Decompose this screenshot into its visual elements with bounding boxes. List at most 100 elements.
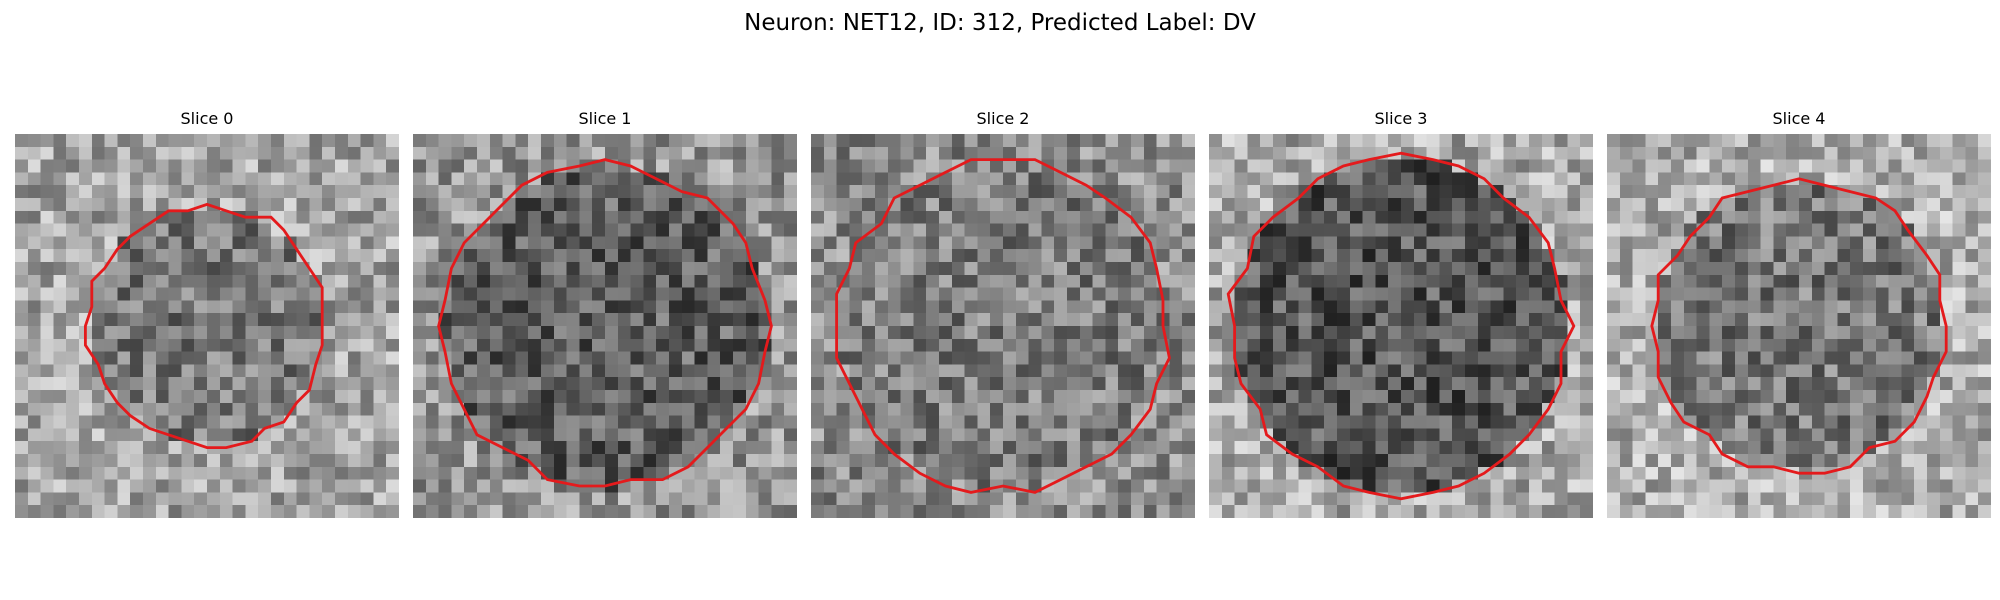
pixel [1619, 185, 1633, 199]
pixel [360, 454, 374, 468]
pixel [990, 364, 1004, 378]
pixel [1169, 390, 1183, 404]
pixel [1927, 274, 1941, 288]
pixel [1324, 492, 1338, 506]
pixel [1234, 159, 1248, 173]
pixel [541, 287, 555, 301]
pixel [733, 274, 747, 288]
pixel [1041, 223, 1055, 237]
pixel [143, 198, 157, 212]
pixel [1067, 390, 1081, 404]
pixel [1607, 338, 1621, 352]
pixel [1619, 364, 1633, 378]
pixel [1143, 479, 1157, 493]
pixel [836, 338, 850, 352]
pixel [1477, 364, 1491, 378]
pixel [130, 338, 144, 352]
pixel [1209, 313, 1223, 327]
pixel [117, 172, 131, 186]
pixel [1914, 415, 1928, 429]
pixel [464, 390, 478, 404]
pixel [553, 172, 567, 186]
pixel [964, 134, 978, 148]
pixel [784, 326, 797, 340]
pixel [1426, 479, 1440, 493]
pixel [1298, 313, 1312, 327]
pixel [784, 390, 797, 404]
pixel [1401, 185, 1415, 199]
pixel [811, 415, 825, 429]
pixel [1658, 274, 1672, 288]
pixel [283, 326, 297, 340]
pixel [990, 492, 1004, 506]
pixel [143, 351, 157, 365]
pixel [566, 505, 580, 518]
pixel [1811, 210, 1825, 224]
pixel [1722, 262, 1736, 276]
pixel [1516, 313, 1530, 327]
pixel [541, 364, 555, 378]
pixel [1567, 262, 1581, 276]
pixel [1285, 274, 1299, 288]
pixel [1028, 492, 1042, 506]
pixel [425, 338, 439, 352]
pixel [1426, 146, 1440, 160]
pixel [1067, 223, 1081, 237]
pixel [1015, 172, 1029, 186]
pixel [296, 505, 310, 518]
pixel [1529, 146, 1543, 160]
pixel [66, 134, 80, 148]
pixel [1079, 210, 1093, 224]
pixel [1298, 249, 1312, 263]
pixel [1503, 390, 1517, 404]
pixel [1914, 287, 1928, 301]
pixel [360, 146, 374, 160]
pixel [1221, 492, 1235, 506]
pixel [1388, 466, 1402, 480]
pixel [541, 223, 555, 237]
pixel [1658, 198, 1672, 212]
pixel [1143, 210, 1157, 224]
pixel [1863, 479, 1877, 493]
pixel [1285, 185, 1299, 199]
pixel [913, 249, 927, 263]
pixel [1567, 300, 1581, 314]
pixel [707, 262, 721, 276]
pixel [1516, 390, 1530, 404]
pixel [1541, 159, 1555, 173]
pixel [1118, 146, 1132, 160]
pixel [1580, 326, 1593, 340]
pixel [464, 364, 478, 378]
pixel [283, 313, 297, 327]
pixel [1516, 185, 1530, 199]
pixel [1234, 454, 1248, 468]
pixel [733, 454, 747, 468]
pixel [322, 313, 336, 327]
pixel [541, 159, 555, 173]
pixel [528, 377, 542, 391]
pixel [1554, 262, 1568, 276]
pixel [1747, 134, 1761, 148]
pixel [130, 313, 144, 327]
pixel [1607, 134, 1621, 148]
pixel [1003, 210, 1017, 224]
pixel [605, 185, 619, 199]
pixel [1914, 492, 1928, 506]
pixel [964, 377, 978, 391]
pixel [1939, 146, 1953, 160]
pixel [1978, 390, 1991, 404]
pixel [1375, 351, 1389, 365]
pixel [296, 134, 310, 148]
pixel [1978, 492, 1991, 506]
pixel [1529, 351, 1543, 365]
pixel [1285, 402, 1299, 416]
pixel [977, 377, 991, 391]
pixel [181, 210, 195, 224]
pixel [643, 441, 657, 455]
pixel [823, 159, 837, 173]
pixel [1683, 364, 1697, 378]
pixel [1658, 236, 1672, 250]
pixel [515, 249, 529, 263]
pixel [477, 466, 491, 480]
pixel [451, 454, 465, 468]
